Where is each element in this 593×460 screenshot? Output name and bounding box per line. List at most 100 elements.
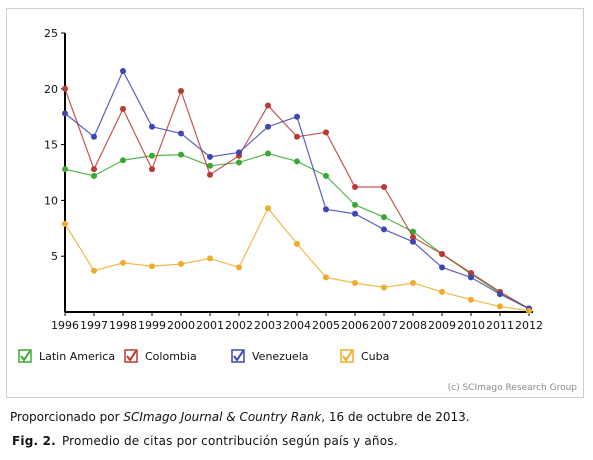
data-point-venezuela	[236, 149, 242, 156]
source-journal: SCImago Journal & Country Rank	[123, 410, 322, 424]
x-tick-label: 2002	[225, 319, 253, 332]
data-point-colombia	[120, 105, 126, 112]
legend-label: Latin America	[39, 350, 115, 363]
source-prefix: Proporcionado por	[10, 410, 124, 424]
x-tick-label: 1997	[80, 319, 108, 332]
chart-credit: (c) SCImago Research Group	[448, 383, 578, 393]
data-point-cuba	[468, 296, 474, 303]
data-point-latin-america	[294, 158, 300, 165]
data-point-colombia	[91, 166, 97, 173]
data-point-latin-america	[207, 162, 213, 169]
legend-label: Cuba	[361, 350, 389, 363]
data-point-colombia	[265, 102, 271, 109]
y-tick-label: 25	[44, 27, 58, 40]
data-point-colombia	[410, 234, 416, 241]
legend-check-icon	[233, 350, 244, 362]
data-point-latin-america	[323, 172, 329, 179]
data-point-cuba	[62, 220, 68, 227]
data-point-latin-america	[91, 172, 97, 179]
x-tick-label: 2008	[399, 319, 427, 332]
data-point-venezuela	[323, 206, 329, 213]
data-point-cuba	[265, 205, 271, 212]
figure-label: Fig. 2.	[12, 434, 56, 448]
data-point-venezuela	[178, 130, 184, 137]
data-point-latin-america	[352, 201, 358, 208]
data-point-colombia	[439, 250, 445, 257]
data-point-venezuela	[265, 123, 271, 130]
source-suffix: , 16 de octubre de 2013.	[321, 410, 470, 424]
data-point-cuba	[410, 279, 416, 286]
x-tick-label: 2007	[370, 319, 398, 332]
data-point-colombia	[62, 85, 68, 92]
data-point-cuba	[294, 240, 300, 247]
data-point-venezuela	[91, 133, 97, 140]
data-point-cuba	[526, 307, 532, 314]
x-tick-label: 2011	[486, 319, 514, 332]
legend-item-venezuela: Venezuela	[231, 349, 309, 363]
series-line-latin-america	[64, 152, 530, 310]
legend-label: Venezuela	[252, 350, 309, 363]
data-point-cuba	[120, 259, 126, 266]
x-tick-label: 1996	[51, 319, 79, 332]
x-tick-label: 2010	[457, 319, 485, 332]
x-tick-label: 2001	[196, 319, 224, 332]
data-point-venezuela	[120, 67, 126, 74]
x-tick-label: 1998	[109, 319, 137, 332]
y-tick-label: 5	[51, 250, 58, 263]
data-point-cuba	[149, 263, 155, 270]
data-point-cuba	[352, 279, 358, 286]
y-tick-label: 15	[44, 139, 58, 152]
legend-label: Colombia	[145, 350, 197, 363]
data-point-venezuela	[294, 113, 300, 120]
data-point-venezuela	[352, 210, 358, 217]
x-tick-label: 2005	[312, 319, 340, 332]
data-point-venezuela	[381, 226, 387, 233]
x-tick-label: 2000	[167, 319, 195, 332]
x-tick-label: 1999	[138, 319, 166, 332]
series-line-colombia	[64, 88, 530, 310]
series-line-venezuela	[64, 69, 530, 310]
data-point-cuba	[91, 267, 97, 274]
data-point-venezuela	[62, 110, 68, 117]
y-tick-label: 10	[44, 194, 58, 207]
x-tick-label: 2009	[428, 319, 456, 332]
x-tick-label: 2006	[341, 319, 369, 332]
legend-check-icon	[126, 350, 137, 362]
legend-item-cuba: Cuba	[340, 349, 389, 363]
figure-caption: Fig. 2. Promedio de citas por contribució…	[12, 434, 398, 448]
data-point-cuba	[178, 261, 184, 268]
legend-check-icon	[20, 350, 31, 362]
series-line-cuba	[64, 207, 530, 312]
data-point-colombia	[381, 184, 387, 191]
data-point-latin-america	[62, 166, 68, 173]
data-point-cuba	[207, 255, 213, 262]
data-point-venezuela	[410, 238, 416, 245]
data-point-venezuela	[439, 264, 445, 271]
x-tick-label: 2004	[283, 319, 311, 332]
data-point-latin-america	[236, 159, 242, 166]
chart-series	[62, 67, 532, 314]
data-point-cuba	[323, 274, 329, 281]
data-point-cuba	[439, 288, 445, 295]
data-point-colombia	[178, 88, 184, 95]
x-tick-label: 2012	[515, 319, 543, 332]
chart-legend: Latin America Colombia Venezuela Cuba	[18, 349, 389, 363]
data-point-venezuela	[149, 123, 155, 130]
chart-frame: 5 10 15 20 25 1996 1997 1998 1999 2000 2001 2002 200…	[6, 8, 584, 398]
data-point-colombia	[323, 129, 329, 136]
data-point-venezuela	[207, 153, 213, 160]
source-note: Proporcionado por SCImago Journal & Coun…	[10, 410, 470, 424]
data-point-latin-america	[120, 157, 126, 164]
data-point-cuba	[236, 264, 242, 271]
data-point-latin-america	[265, 150, 271, 157]
data-point-colombia	[149, 166, 155, 173]
data-point-venezuela	[468, 274, 474, 281]
y-tick-label: 20	[44, 83, 58, 96]
data-point-latin-america	[178, 151, 184, 158]
x-tick-label: 2003	[254, 319, 282, 332]
data-point-colombia	[352, 184, 358, 191]
data-point-colombia	[468, 269, 474, 276]
data-point-latin-america	[410, 228, 416, 235]
data-point-latin-america	[381, 214, 387, 221]
